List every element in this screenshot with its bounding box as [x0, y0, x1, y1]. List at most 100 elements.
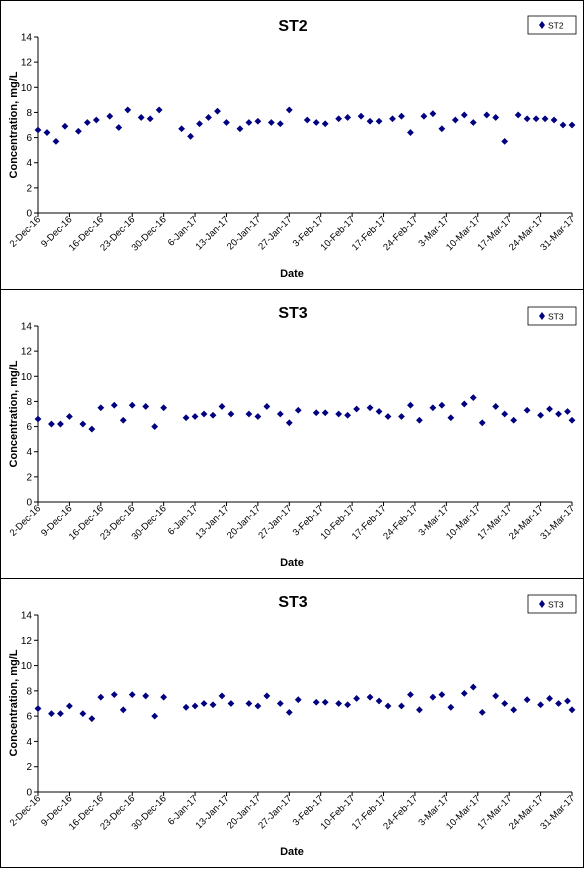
y-tick-label: 14 [21, 322, 33, 333]
data-point [254, 702, 262, 710]
data-point [523, 696, 531, 704]
data-point [407, 129, 414, 136]
data-point [196, 120, 203, 128]
data-points [34, 683, 576, 723]
y-tick-label: 2 [26, 472, 32, 483]
x-tick-label: 27-Jan-17 [256, 214, 294, 252]
data-point [353, 695, 361, 702]
x-tick-label: 24-Feb-17 [381, 793, 420, 832]
data-point [97, 404, 105, 412]
data-point [537, 411, 544, 419]
data-point [223, 119, 230, 126]
data-point [438, 691, 446, 699]
data-point [546, 695, 553, 702]
x-tick-label: 27-Jan-17 [256, 503, 294, 541]
y-ticks: 0 2 4 6 8 10 12 14 [21, 611, 38, 799]
data-point [200, 700, 208, 707]
data-point [384, 413, 392, 420]
legend-marker-icon [539, 600, 545, 608]
legend-label: ST2 [548, 21, 564, 31]
data-point [209, 411, 217, 419]
data-point [568, 416, 576, 424]
data-point [205, 114, 212, 121]
data-point [344, 701, 352, 709]
data-point [478, 708, 486, 716]
data-point [146, 115, 154, 123]
data-point [438, 125, 446, 133]
data-point [128, 401, 136, 409]
data-point [514, 111, 522, 119]
legend-label: ST3 [548, 600, 564, 610]
y-tick-label: 4 [26, 447, 32, 458]
data-point [66, 702, 73, 710]
y-axis-title: Concentration, mg/L [8, 360, 20, 467]
chart-title: ST3 [278, 305, 307, 322]
data-point [407, 691, 414, 699]
data-point [532, 115, 540, 123]
y-tick-label: 12 [21, 347, 33, 358]
data-point [182, 703, 190, 711]
data-point [263, 403, 271, 410]
data-point [178, 125, 185, 133]
data-point [79, 710, 87, 718]
data-point [366, 404, 374, 412]
data-point [92, 116, 100, 124]
data-point [384, 702, 392, 710]
data-point [106, 112, 114, 120]
y-tick-label: 0 [26, 209, 32, 220]
data-point [276, 120, 284, 128]
data-point [469, 119, 477, 126]
data-point [460, 689, 468, 697]
data-point [227, 410, 235, 418]
x-ticks: 2-Dec-169-Dec-1616-Dec-1623-Dec-1630-Dec… [8, 213, 577, 253]
legend: ST3 [527, 306, 577, 326]
y-tick-label: 4 [26, 737, 32, 748]
y-tick-label: 6 [26, 422, 32, 433]
data-point [191, 702, 199, 710]
y-tick-label: 14 [21, 611, 33, 622]
data-point [312, 698, 320, 706]
x-tick-label: 31-Mar-17 [538, 793, 577, 832]
data-point [285, 419, 293, 427]
data-point [151, 423, 159, 430]
data-point [294, 406, 302, 414]
legend: ST3 [527, 594, 577, 614]
data-point [119, 706, 127, 714]
data-point [321, 120, 329, 128]
data-point [375, 408, 383, 415]
data-point [501, 410, 509, 418]
data-point [52, 137, 60, 145]
data-point [294, 696, 302, 704]
data-point [303, 116, 311, 124]
data-point [66, 413, 73, 420]
data-point [236, 125, 244, 133]
data-point [335, 410, 343, 418]
x-tick-label: 2-Dec-16 [8, 793, 43, 828]
data-point [187, 132, 194, 140]
data-point [501, 700, 509, 707]
data-point [366, 117, 374, 125]
data-point [546, 405, 553, 413]
chart-svg-1: ST2 ST2 0 2 4 6 8 10 12 14 2-Dec-169-Dec-1616-D… [8, 15, 577, 280]
y-axis-title: Concentration, mg/L [8, 649, 20, 756]
y-tick-label: 10 [21, 661, 33, 672]
data-point [142, 692, 150, 700]
data-point [34, 705, 42, 712]
data-point [200, 410, 208, 418]
data-point [366, 693, 374, 701]
x-axis-title: Date [280, 268, 304, 280]
y-ticks: 0 2 4 6 8 10 12 14 [21, 33, 38, 220]
data-point [245, 410, 253, 418]
x-tick-label: 31-Mar-17 [538, 503, 577, 542]
data-point [416, 416, 423, 424]
data-point [438, 401, 446, 409]
y-tick-label: 0 [26, 788, 32, 799]
data-point [523, 115, 531, 123]
data-point [61, 122, 69, 130]
data-point [357, 112, 365, 120]
data-point [110, 691, 118, 699]
data-point [276, 700, 284, 707]
legend-box [527, 306, 577, 326]
legend-label: ST3 [548, 312, 564, 322]
data-point [447, 414, 455, 422]
